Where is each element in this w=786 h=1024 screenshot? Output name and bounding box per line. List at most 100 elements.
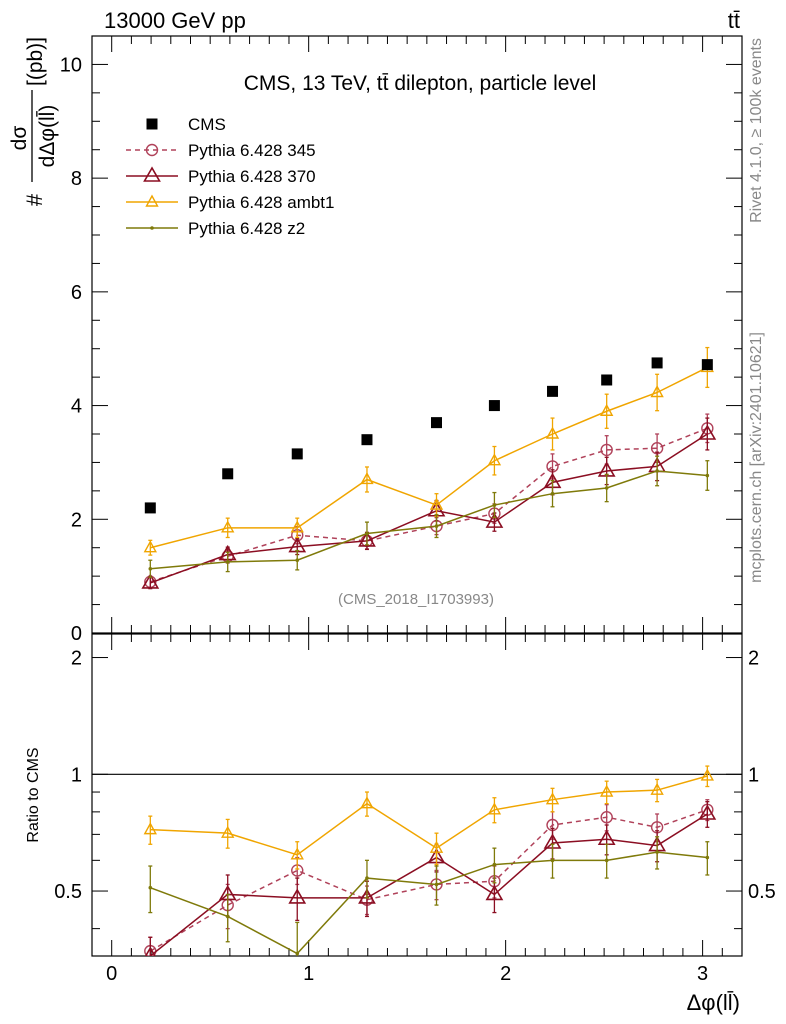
x-tick-label: 2 [500,963,511,985]
ratio-point-z2 [148,885,153,890]
main-point-ambt1 [290,520,304,533]
main-point-z2 [365,531,369,536]
main-point-cms [601,374,613,386]
rivet-version-label: Rivet 4.1.0, ≥ 100k events [748,38,765,223]
legend-label-p345: Pythia 6.428 345 [188,141,316,160]
main-line-ambt1 [150,366,708,549]
ratio-point-z2 [550,858,555,863]
main-panel-frame [91,35,743,634]
main-point-cms [701,359,713,371]
legend-label-z2: Pythia 6.428 z2 [188,219,305,238]
ratio-point-z2 [365,876,369,880]
legend-item-p345: Pythia 6.428 345 [126,141,316,160]
legend-item-cms: CMS [146,115,226,134]
x-tick-label: 1 [303,963,314,985]
ratio-point-z2 [225,914,230,919]
main-series-z2 [148,455,710,578]
ratio-point-p370 [698,804,717,820]
ratio-point-z2 [604,858,609,863]
ratio-point-ambt1 [545,792,560,805]
main-point-cms [361,434,373,446]
main-point-z2 [148,566,153,571]
main-point-ambt1 [143,540,157,553]
ratio-point-ambt1 [360,796,374,809]
main-y-axis-label: # dσ dΔφ(ll̄) [(pb)] [8,37,59,206]
ratio-point-z2 [705,855,710,860]
ratio-line-z2 [150,851,708,955]
main-point-z2 [225,560,230,564]
main-point-cms [488,400,500,412]
ratio-line-ambt1 [150,775,708,856]
main-x-ticks [111,36,743,633]
main-series-cms [144,357,713,514]
main-point-p370 [358,531,376,547]
legend-marker-p345 [145,143,159,157]
ratio-point-p370 [485,884,504,901]
legend-item-ambt1: Pythia 6.428 ambt1 [126,193,334,212]
main-point-z2 [550,491,555,496]
main-y-tick-label: 0 [71,623,82,645]
ratio-point-p345 [600,811,613,824]
legend-item-z2: Pythia 6.428 z2 [126,219,305,238]
y-label-prefix: # [22,193,47,206]
legend-marker-p370 [143,166,161,182]
ratio-series [143,765,717,956]
ratio-point-z2 [295,951,300,956]
main-y-ticks: 0 2 4 6 8 10 [60,35,742,645]
header-energy-label: 13000 GeV pp [104,8,246,33]
main-point-z2 [655,469,659,473]
legend-label-p370: Pythia 6.428 370 [188,167,316,186]
x-tick-label: 3 [697,963,708,985]
ratio-series-ambt1 [143,765,715,870]
ratio-point-ambt1 [143,822,157,835]
main-point-ambt1 [487,453,502,466]
x-axis-label: Δφ(ll̄) [687,990,740,1015]
main-plot-title: CMS, 13 TeV, tt̄ dilepton, particle leve… [244,72,597,95]
main-point-cms [144,502,156,514]
ratio-point-p370 [288,888,307,904]
ratio-point-ambt1 [487,802,502,815]
legend-marker-ambt1 [145,194,159,207]
main-series [141,346,717,590]
main-point-ambt1 [360,472,374,485]
ratio-point-z2 [655,850,659,854]
ratio-x-ticks: 0 1 2 3 [106,634,743,985]
mcplots-label: mcplots.cern.ch [arXiv:2401.10621] [748,332,765,583]
ratio-series-p345 [144,799,714,956]
main-point-cms [291,448,303,460]
analysis-watermark: (CMS_2018_I1703993) [338,591,494,608]
main-point-z2 [492,503,497,507]
ratio-line-p370 [149,813,708,956]
ratio-series-z2 [148,836,710,956]
header-process-label: tt̄ [728,8,740,33]
legend: CMS Pythia 6.428 345 Pythia 6.428 370 Pythi… [126,115,334,238]
ratio-y-tick-label: 2 [71,648,82,670]
main-y-tick-label: 8 [71,168,82,190]
legend-label-cms: CMS [188,115,226,134]
y-label-denominator: dΔφ(ll̄) [35,105,59,168]
main-line-p370 [150,433,708,584]
ratio-point-ambt1 [290,847,304,860]
legend-item-p370: Pythia 6.428 370 [126,166,316,186]
ratio-y-tick-label-right: 2 [748,648,759,670]
main-point-ambt1 [545,426,560,439]
legend-label-ambt1: Pythia 6.428 ambt1 [188,193,334,212]
ratio-y-tick-label-right: 0.5 [748,881,776,903]
ratio-y-ticks: 0.5 0.5 1 1 2 2 [54,648,776,930]
main-point-z2 [295,558,300,563]
main-point-ambt1 [650,385,664,398]
ratio-point-ambt1 [700,768,715,781]
ratio-point-p370 [144,946,156,956]
main-point-ambt1 [429,497,444,510]
main-point-ambt1 [599,403,614,416]
main-point-cms [547,385,559,397]
ratio-y-tick-label-right: 1 [748,764,759,786]
main-point-z2 [705,473,710,478]
main-y-tick-label: 6 [71,282,82,304]
ratio-panel: 0.5 0.5 1 1 2 2 0 1 2 3 Ratio to CMS Δφ(ll̄) [25,633,776,1015]
ratio-y-tick-label: 0.5 [54,881,82,903]
ratio-point-z2 [434,882,439,887]
main-line-p345 [150,427,708,583]
main-point-z2 [434,524,439,528]
ratio-line-p345 [149,809,708,952]
